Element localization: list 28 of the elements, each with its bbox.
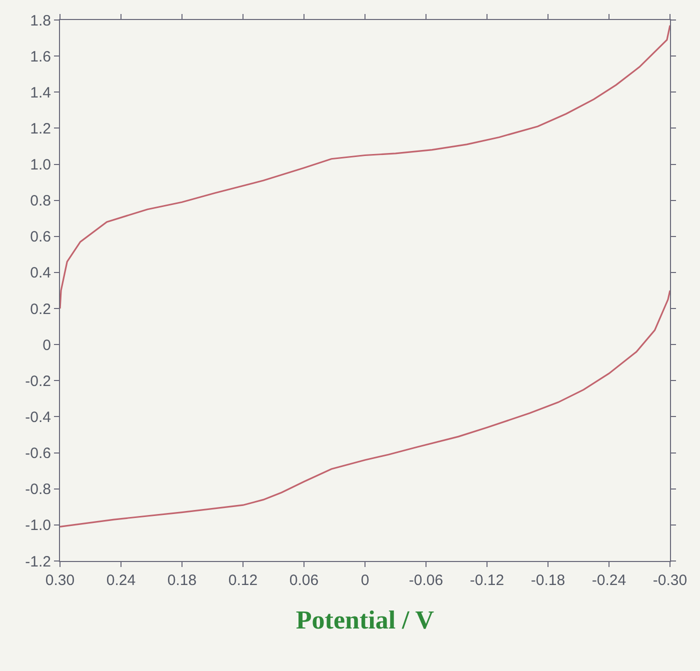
y-tick-label: 0.8 [30, 192, 51, 210]
y-tick-label: -1.2 [25, 553, 51, 570]
y-tick-label: 0.4 [30, 264, 51, 282]
y-tick-label: 1.8 [30, 12, 51, 30]
x-tick-label: 0.06 [289, 572, 319, 589]
y-tick-label: 1.2 [30, 120, 51, 138]
x-tick-label: -0.06 [408, 572, 444, 589]
x-tick-label: 0.18 [167, 572, 197, 589]
y-tick-label: -0.8 [25, 481, 51, 498]
y-tick-label: -0.2 [25, 372, 51, 390]
x-tick-label: -0.24 [592, 572, 626, 589]
y-tick-label: 0.6 [30, 228, 51, 246]
x-tick-label: 0 [360, 572, 370, 589]
x-tick-label: 0.30 [45, 572, 75, 589]
y-tick-label: -1.0 [25, 517, 51, 534]
x-tick-label: 0.12 [228, 572, 258, 589]
x-tick-label: -0.18 [530, 572, 566, 589]
y-tick-label: 0 [42, 336, 51, 354]
y-tick-label: -0.4 [25, 408, 51, 426]
y-tick-label: 1.0 [30, 156, 51, 174]
y-tick-label: 1.4 [30, 84, 51, 102]
x-tick-label: -0.30 [652, 572, 688, 589]
y-tick-label: -0.6 [25, 445, 51, 462]
x-tick-label: -0.12 [470, 572, 504, 589]
x-tick-label: 0.24 [106, 572, 136, 589]
y-tick-label: 0.2 [30, 300, 51, 318]
y-tick-label: 1.6 [30, 48, 51, 66]
x-axis-title: Potential / V [296, 606, 434, 635]
